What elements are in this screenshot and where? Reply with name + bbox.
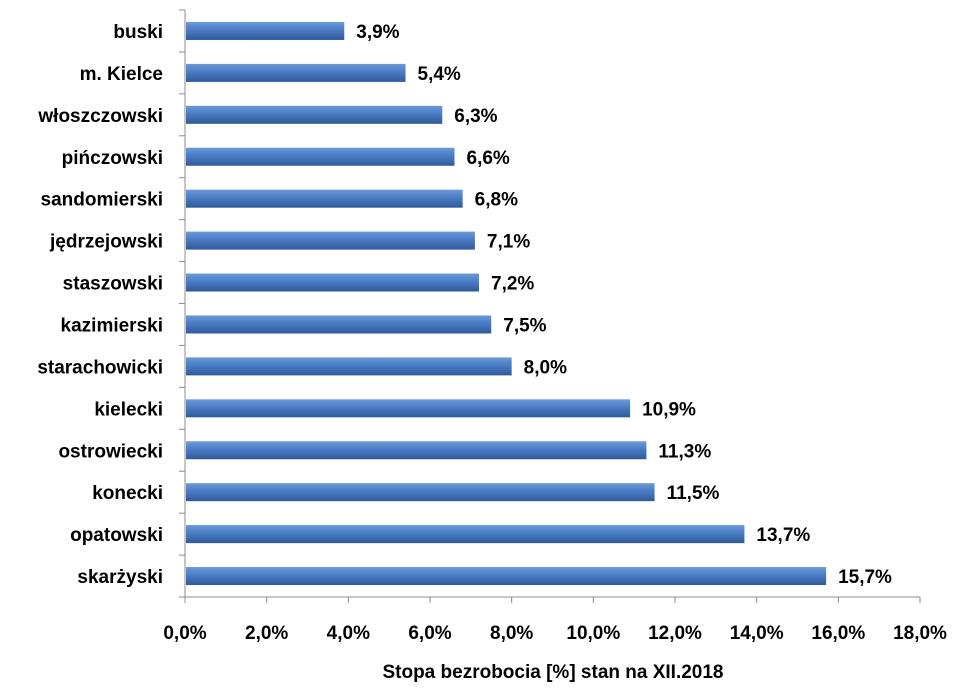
x-tick-label-8: 16,0%	[811, 623, 865, 644]
data-label-5: 7,1%	[487, 232, 530, 253]
data-label-13: 15,7%	[838, 567, 892, 588]
category-labels-layer: buski m. Kielce włoszczowski pińczowski sand…	[37, 22, 163, 588]
data-label-11: 11,5%	[667, 483, 720, 504]
x-axis-title: Stopa bezrobocia [%] stan na XII.2018	[382, 662, 723, 683]
data-labels-layer: 3,9% 5,4% 6,3% 6,6% 6,8% 7,1% 7,2% 7,5% 8,0% 10,9…	[356, 22, 892, 588]
bar-6	[186, 273, 479, 292]
bar-8	[186, 357, 512, 376]
bar-10	[186, 441, 647, 460]
data-label-2: 6,3%	[454, 106, 497, 127]
x-tick-label-9: 18,0%	[893, 623, 947, 644]
category-label-4: sandomierski	[41, 190, 164, 211]
axes-layer	[179, 9, 921, 603]
category-label-9: kielecki	[94, 399, 163, 420]
bar-1	[186, 63, 406, 82]
category-label-1: m. Kielce	[80, 64, 163, 85]
category-label-0: buski	[113, 22, 163, 43]
bar-2	[186, 105, 443, 124]
data-label-10: 11,3%	[658, 441, 711, 462]
data-label-4: 6,8%	[475, 190, 518, 211]
bar-9	[186, 399, 631, 418]
x-tick-labels-layer: 0,0% 2,0% 4,0% 6,0% 8,0% 10,0% 12,0% 14,0% 16,0%…	[163, 623, 947, 644]
x-tick-label-7: 14,0%	[730, 623, 784, 644]
category-label-12: opatowski	[70, 525, 163, 546]
x-tick-label-1: 2,0%	[245, 623, 288, 644]
bar-0	[186, 21, 345, 40]
category-label-3: pińczowski	[62, 148, 163, 169]
category-label-7: kazimierski	[61, 315, 163, 336]
data-label-3: 6,6%	[467, 148, 510, 169]
x-tick-label-2: 4,0%	[327, 623, 370, 644]
category-label-5: jędrzejowski	[49, 232, 163, 253]
x-tick-label-5: 10,0%	[566, 623, 620, 644]
bar-12	[186, 525, 745, 544]
data-label-8: 8,0%	[524, 357, 567, 378]
bar-11	[186, 483, 655, 502]
category-label-11: konecki	[92, 483, 163, 504]
bar-4	[186, 189, 463, 208]
category-label-13: skarżyski	[77, 567, 163, 588]
data-label-1: 5,4%	[418, 64, 461, 85]
data-label-7: 7,5%	[503, 315, 546, 336]
x-tick-label-6: 12,0%	[648, 623, 702, 644]
x-tick-label-3: 6,0%	[408, 623, 451, 644]
category-label-8: starachowicki	[37, 357, 163, 378]
data-label-9: 10,9%	[642, 399, 696, 420]
category-label-6: staszowski	[63, 274, 163, 295]
x-tick-label-0: 0,0%	[163, 623, 206, 644]
data-label-6: 7,2%	[491, 274, 534, 295]
category-label-2: włoszczowski	[37, 106, 163, 127]
data-label-12: 13,7%	[756, 525, 810, 546]
bars-layer	[186, 21, 827, 586]
bar-7	[186, 315, 492, 334]
bar-13	[186, 567, 827, 586]
data-label-0: 3,9%	[356, 22, 399, 43]
bar-3	[186, 147, 455, 166]
bar-5	[186, 231, 475, 250]
category-label-10: ostrowiecki	[58, 441, 163, 462]
x-tick-label-4: 8,0%	[490, 623, 533, 644]
